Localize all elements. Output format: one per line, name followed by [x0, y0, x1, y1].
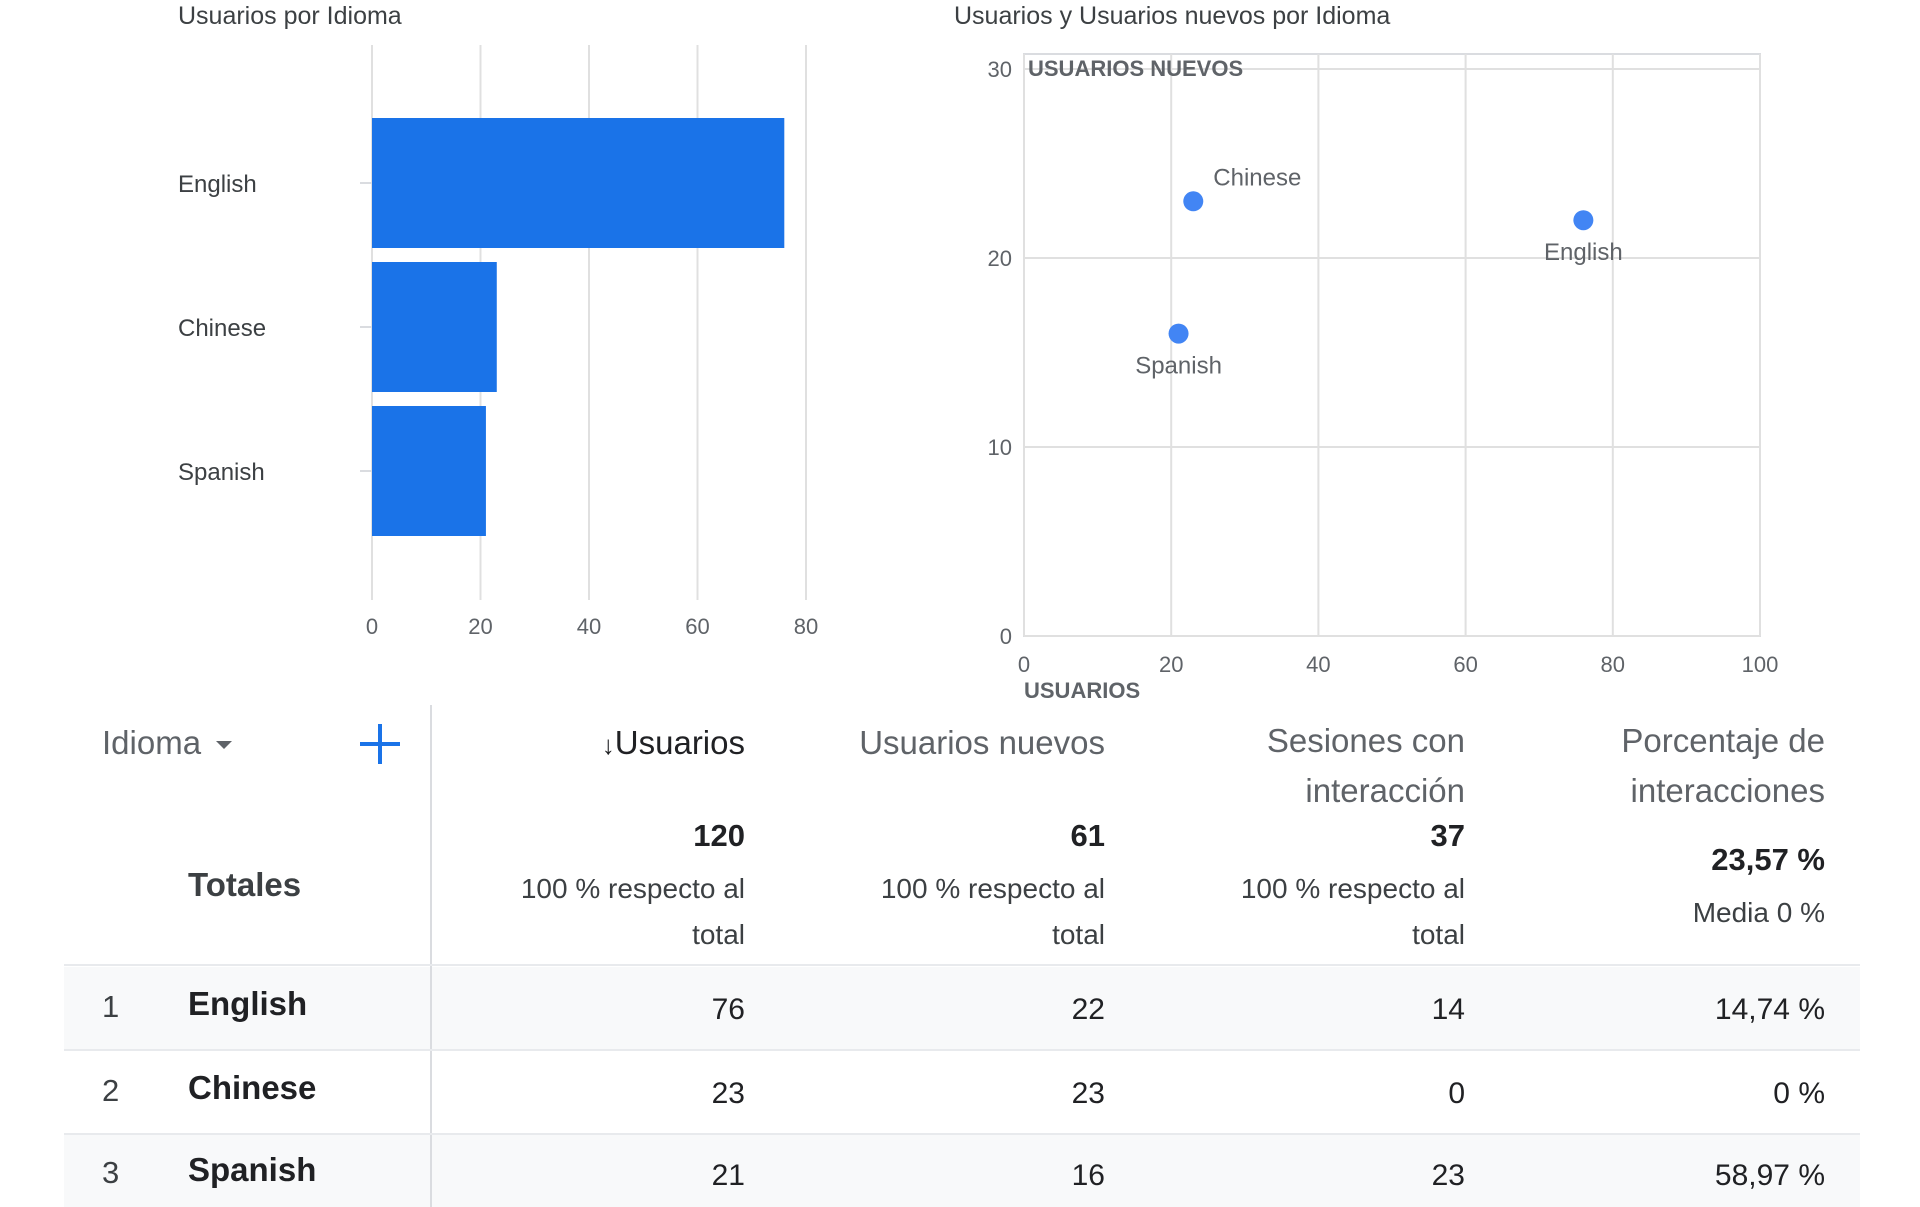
- plus-icon[interactable]: [360, 722, 404, 766]
- category-label: Spanish: [178, 459, 265, 486]
- scatter-point: [1573, 210, 1594, 231]
- table-row[interactable]: 3 Spanish 21 16 23 58,97 %: [64, 1135, 1860, 1207]
- total-usuarios-note: 100 % respecto al total: [520, 873, 745, 950]
- y-tick-label: 0: [1000, 624, 1012, 649]
- total-porcentaje-note: Media 0 %: [1692, 897, 1825, 928]
- category-label: English: [178, 171, 257, 198]
- point-label: English: [1544, 239, 1623, 266]
- x-tick-label: 80: [1601, 652, 1625, 677]
- row-index: 1: [102, 989, 120, 1024]
- bar: [372, 118, 785, 248]
- category-label: Chinese: [178, 315, 266, 342]
- cell-usuarios-nuevos: 23: [1071, 1077, 1105, 1110]
- scatter-chart: 0 20 40 60 80 100 0 10 20 30 USUARIOS NUEVOS USUARI…: [988, 53, 1779, 703]
- total-usuarios: 120: [693, 818, 745, 853]
- caret-down-icon: [216, 741, 233, 750]
- cell-porcentaje: 14,74 %: [1714, 993, 1825, 1026]
- cell-usuarios: 23: [711, 1077, 745, 1110]
- cell-usuarios: 76: [711, 993, 745, 1026]
- row-divider: [64, 1133, 1860, 1135]
- x-tick-label: 60: [1453, 652, 1477, 677]
- row-divider: [64, 1049, 1860, 1051]
- cell-sesiones: 14: [1431, 993, 1465, 1026]
- row-index: 2: [102, 1073, 120, 1108]
- x-axis-label: USUARIOS: [1024, 678, 1140, 703]
- scatter-chart-title: Usuarios y Usuarios nuevos por Idioma: [954, 2, 1391, 30]
- column-header-sesiones[interactable]: Sesiones con interacción: [1266, 722, 1465, 809]
- row-name[interactable]: English: [188, 985, 308, 1022]
- total-usuarios-nuevos-note: 100 % respecto al total: [880, 873, 1105, 950]
- y-tick-label: 30: [988, 57, 1012, 82]
- cell-usuarios-nuevos: 22: [1071, 993, 1105, 1026]
- row-index: 3: [102, 1155, 120, 1190]
- cell-usuarios: 21: [711, 1159, 745, 1192]
- scatter-point: [1168, 323, 1189, 344]
- arrow-down-icon: ↓: [601, 730, 615, 760]
- cell-sesiones: 0: [1448, 1077, 1465, 1110]
- x-tick-label: 20: [468, 614, 492, 639]
- y-axis-label: USUARIOS NUEVOS: [1028, 56, 1243, 81]
- bar-chart: 0 20 40 60 80 English Chinese Spanish: [178, 45, 818, 639]
- x-tick-label: 0: [366, 614, 378, 639]
- cell-sesiones: 23: [1431, 1159, 1465, 1192]
- row-name[interactable]: Spanish: [188, 1151, 317, 1188]
- cell-usuarios-nuevos: 16: [1071, 1159, 1105, 1192]
- total-usuarios-nuevos: 61: [1070, 818, 1105, 853]
- bar-chart-title: Usuarios por Idioma: [178, 2, 402, 30]
- plot-frame: [1023, 53, 1761, 637]
- header-divider: [64, 964, 1860, 966]
- x-tick-label: 60: [685, 614, 709, 639]
- cell-porcentaje: 58,97 %: [1714, 1159, 1825, 1192]
- scatter-point: [1183, 191, 1204, 212]
- column-header-porcentaje[interactable]: Porcentaje de interacciones: [1621, 722, 1825, 809]
- bar: [372, 262, 497, 392]
- dimension-selector[interactable]: Idioma: [102, 718, 302, 768]
- bar: [372, 406, 486, 536]
- total-sesiones-note: 100 % respecto al total: [1240, 873, 1465, 950]
- column-divider: [430, 705, 432, 1207]
- x-tick-label: 80: [794, 614, 818, 639]
- x-tick-label: 100: [1742, 652, 1779, 677]
- column-header-usuarios[interactable]: ↓Usuarios: [601, 724, 745, 761]
- x-tick-label: 20: [1159, 652, 1183, 677]
- dimension-label: Idioma: [102, 724, 202, 761]
- x-tick-label: 40: [1306, 652, 1330, 677]
- point-label: Chinese: [1213, 164, 1301, 191]
- y-tick-label: 10: [988, 435, 1012, 460]
- total-sesiones: 37: [1430, 818, 1465, 853]
- table-row[interactable]: 1 English 76 22 14 14,74 %: [64, 967, 1860, 1050]
- point-label: Spanish: [1135, 353, 1222, 380]
- x-tick-label: 40: [577, 614, 601, 639]
- x-tick-label: 0: [1018, 652, 1030, 677]
- column-header-usuarios-nuevos[interactable]: Usuarios nuevos: [859, 724, 1105, 761]
- table-row[interactable]: 2 Chinese 23 23 0 0 %: [64, 1051, 1860, 1134]
- row-name[interactable]: Chinese: [188, 1069, 317, 1106]
- total-porcentaje: 23,57 %: [1711, 842, 1825, 877]
- y-tick-label: 20: [988, 246, 1012, 271]
- totals-label: Totales: [188, 866, 302, 903]
- cell-porcentaje: 0 %: [1773, 1077, 1825, 1110]
